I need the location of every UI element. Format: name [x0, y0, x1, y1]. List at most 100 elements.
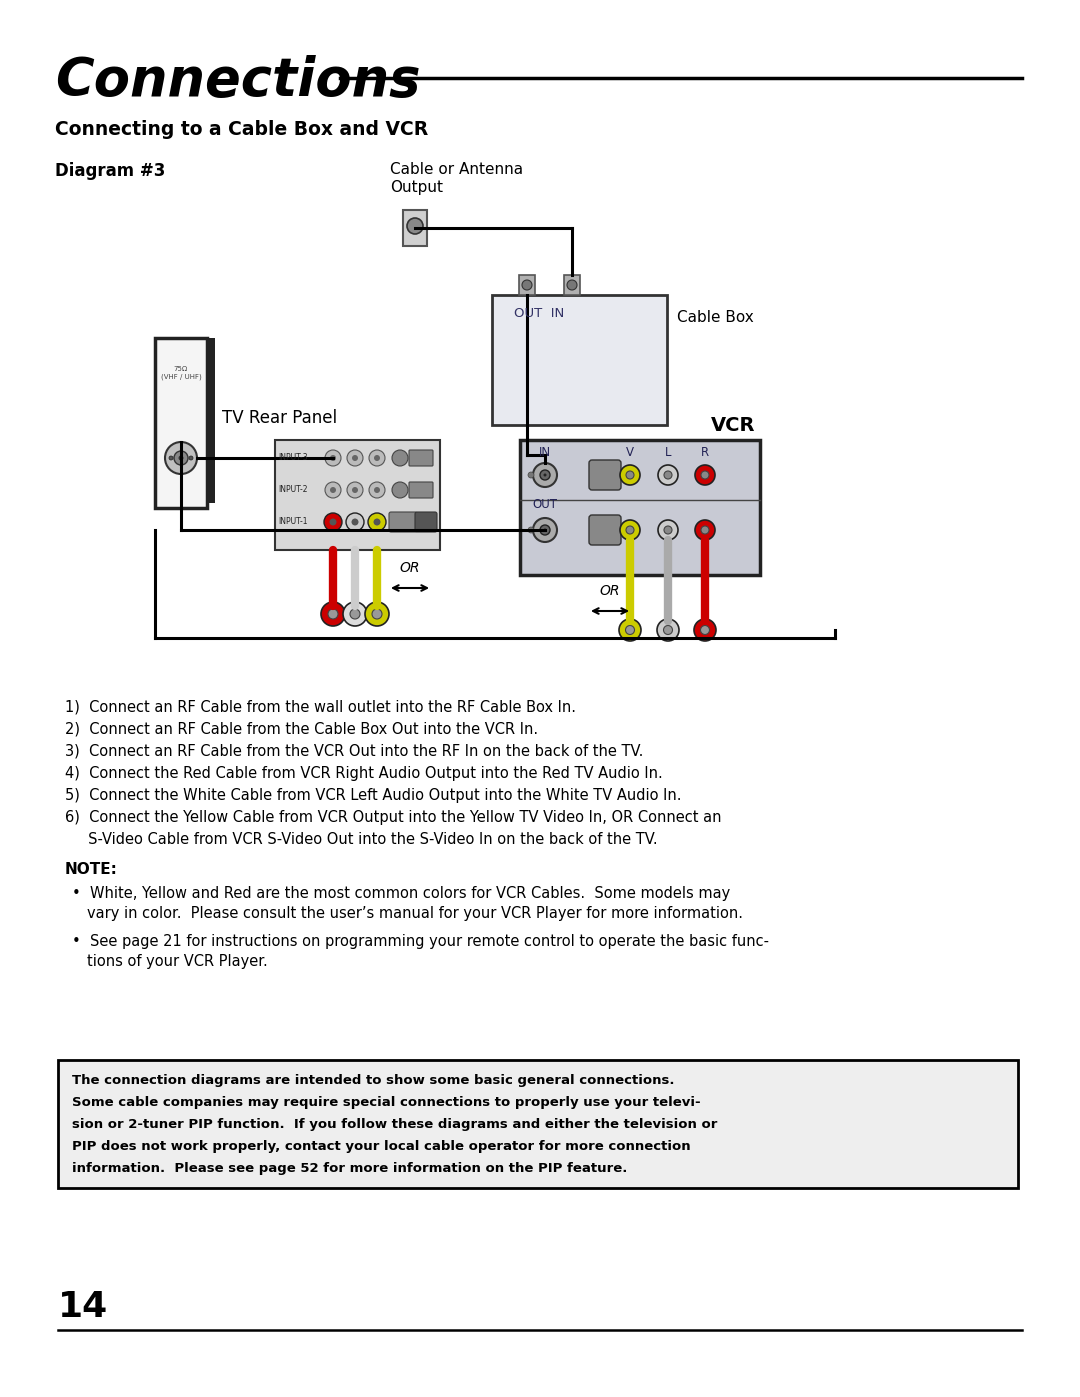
- Circle shape: [330, 520, 336, 525]
- Circle shape: [369, 482, 384, 497]
- Circle shape: [330, 488, 336, 493]
- Circle shape: [174, 451, 188, 465]
- Circle shape: [625, 626, 635, 634]
- Circle shape: [528, 472, 534, 478]
- Text: 1)  Connect an RF Cable from the wall outlet into the RF Cable Box In.: 1) Connect an RF Cable from the wall out…: [65, 700, 576, 715]
- Text: sion or 2-tuner PIP function.  If you follow these diagrams and either the telev: sion or 2-tuner PIP function. If you fol…: [72, 1118, 717, 1132]
- Circle shape: [368, 513, 386, 531]
- Circle shape: [329, 518, 337, 525]
- Text: V: V: [626, 446, 634, 460]
- Text: vary in color.  Please consult the user’s manual for your VCR Player for more in: vary in color. Please consult the user’s…: [87, 907, 743, 921]
- Circle shape: [694, 619, 716, 641]
- Circle shape: [701, 471, 708, 479]
- Bar: [519, 275, 535, 295]
- Text: INPUT-1: INPUT-1: [278, 517, 308, 527]
- Text: 6)  Connect the Yellow Cable from VCR Output into the Yellow TV Video In, OR Con: 6) Connect the Yellow Cable from VCR Out…: [65, 810, 721, 826]
- Circle shape: [352, 520, 357, 525]
- Text: OUT  IN: OUT IN: [514, 307, 564, 320]
- Circle shape: [658, 520, 678, 541]
- Bar: [564, 275, 580, 295]
- Circle shape: [321, 602, 345, 626]
- Circle shape: [324, 513, 342, 531]
- Text: S-Video Cable from VCR S-Video Out into the S-Video In on the back of the TV.: S-Video Cable from VCR S-Video Out into …: [65, 833, 658, 847]
- Circle shape: [664, 527, 672, 534]
- Text: IN: IN: [539, 446, 551, 460]
- Text: 3)  Connect an RF Cable from the VCR Out into the RF In on the back of the TV.: 3) Connect an RF Cable from the VCR Out …: [65, 745, 644, 759]
- Text: Cable Box: Cable Box: [677, 310, 754, 326]
- Circle shape: [330, 455, 336, 461]
- Text: •  White, Yellow and Red are the most common colors for VCR Cables.  Some models: • White, Yellow and Red are the most com…: [72, 886, 730, 901]
- Circle shape: [620, 520, 640, 541]
- Circle shape: [346, 513, 364, 531]
- FancyBboxPatch shape: [409, 450, 433, 467]
- Circle shape: [350, 609, 360, 619]
- Circle shape: [347, 514, 363, 529]
- Circle shape: [567, 279, 577, 291]
- Circle shape: [325, 482, 341, 497]
- Bar: [275, 440, 440, 550]
- Circle shape: [365, 602, 389, 626]
- Circle shape: [657, 619, 679, 641]
- Text: Cable or Antenna: Cable or Antenna: [390, 162, 523, 177]
- Circle shape: [543, 474, 546, 476]
- Circle shape: [392, 482, 408, 497]
- Circle shape: [696, 465, 715, 485]
- Circle shape: [374, 455, 380, 461]
- Bar: [492, 295, 667, 425]
- Text: OR: OR: [400, 562, 420, 576]
- Text: tions of your VCR Player.: tions of your VCR Player.: [87, 954, 268, 970]
- Circle shape: [347, 450, 363, 467]
- Circle shape: [189, 455, 193, 460]
- Circle shape: [374, 488, 380, 493]
- Text: NOTE:: NOTE:: [65, 862, 118, 877]
- Text: TV Rear Panel: TV Rear Panel: [222, 409, 337, 427]
- Text: L: L: [665, 446, 672, 460]
- Circle shape: [347, 482, 363, 497]
- Circle shape: [352, 455, 357, 461]
- Circle shape: [701, 527, 708, 534]
- Circle shape: [343, 602, 367, 626]
- Circle shape: [534, 462, 557, 488]
- Circle shape: [620, 465, 640, 485]
- Circle shape: [626, 471, 634, 479]
- Circle shape: [351, 518, 359, 525]
- Text: 75Ω
(VHF / UHF): 75Ω (VHF / UHF): [161, 366, 201, 380]
- Circle shape: [663, 626, 673, 634]
- Circle shape: [178, 455, 184, 461]
- Text: INPUT-3: INPUT-3: [278, 454, 308, 462]
- Bar: [519, 440, 760, 576]
- Bar: [403, 210, 427, 246]
- Text: Connecting to a Cable Box and VCR: Connecting to a Cable Box and VCR: [55, 120, 429, 138]
- Circle shape: [540, 469, 550, 481]
- Text: 14: 14: [58, 1289, 108, 1324]
- Circle shape: [522, 279, 532, 291]
- Bar: [58, 1060, 1018, 1187]
- Circle shape: [325, 514, 341, 529]
- Text: OUT: OUT: [532, 499, 557, 511]
- FancyBboxPatch shape: [409, 482, 433, 497]
- Circle shape: [543, 528, 546, 531]
- FancyBboxPatch shape: [415, 511, 437, 532]
- Text: INPUT-2: INPUT-2: [278, 486, 308, 495]
- Text: Some cable companies may require special connections to properly use your televi: Some cable companies may require special…: [72, 1097, 701, 1109]
- Circle shape: [374, 520, 380, 525]
- Circle shape: [372, 609, 382, 619]
- Circle shape: [534, 518, 557, 542]
- Circle shape: [369, 450, 384, 467]
- Circle shape: [658, 465, 678, 485]
- Circle shape: [540, 525, 550, 535]
- Circle shape: [701, 626, 710, 634]
- Text: R: R: [701, 446, 710, 460]
- Bar: [207, 338, 215, 503]
- Text: 5)  Connect the White Cable from VCR Left Audio Output into the White TV Audio I: 5) Connect the White Cable from VCR Left…: [65, 788, 681, 803]
- FancyBboxPatch shape: [589, 460, 621, 490]
- Text: OR: OR: [599, 584, 620, 598]
- FancyBboxPatch shape: [389, 511, 417, 532]
- Circle shape: [328, 609, 338, 619]
- Text: Output: Output: [390, 180, 443, 196]
- Circle shape: [626, 527, 634, 534]
- Circle shape: [619, 619, 642, 641]
- Text: 2)  Connect an RF Cable from the Cable Box Out into the VCR In.: 2) Connect an RF Cable from the Cable Bo…: [65, 722, 538, 738]
- Text: information.  Please see page 52 for more information on the PIP feature.: information. Please see page 52 for more…: [72, 1162, 627, 1175]
- Bar: [156, 338, 207, 509]
